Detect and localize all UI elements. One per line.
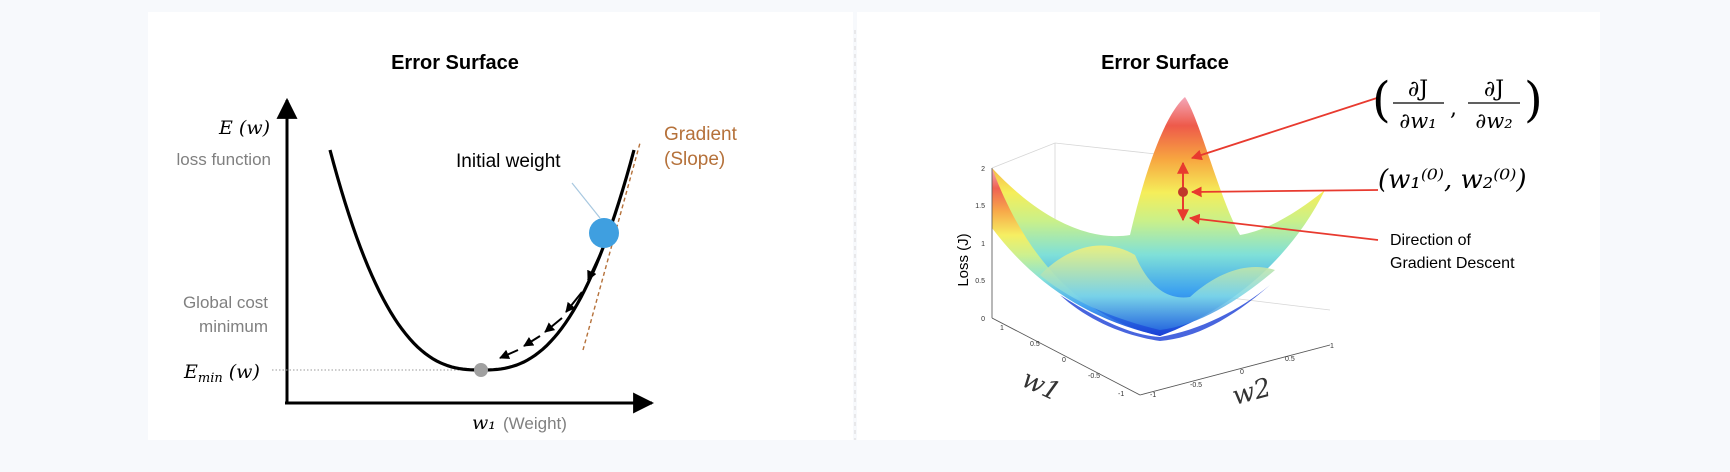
z-tick: 0 bbox=[981, 316, 985, 323]
w2-tick: -0.5 bbox=[1190, 382, 1202, 389]
w1-tick: 1 bbox=[1000, 325, 1004, 332]
gradient-markers bbox=[1177, 161, 1189, 222]
x-axis-label: w₁ (Weight) bbox=[472, 412, 567, 434]
y-axis-sublabel: loss function bbox=[177, 150, 272, 169]
w1-tick: 0 bbox=[1062, 357, 1066, 364]
direction-pointer-arrow bbox=[1188, 213, 1379, 241]
w1-axis: 1 0.5 0 -0.5 -1 bbox=[991, 317, 1141, 398]
z-tick: 1.5 bbox=[975, 203, 985, 210]
global-min-label-line2: minimum bbox=[199, 317, 268, 336]
initial-point-dot bbox=[1178, 187, 1188, 197]
z-tick: 2 bbox=[981, 166, 985, 173]
z-tick: 0.5 bbox=[975, 278, 985, 285]
z-axis-label: Loss (J) bbox=[955, 233, 972, 286]
global-min-label-line1: Global cost bbox=[183, 293, 268, 312]
init-point-pointer-arrow bbox=[1190, 186, 1379, 198]
svg-text:∂w₁: ∂w₁ bbox=[1399, 109, 1436, 133]
svg-text:∂w₂: ∂w₂ bbox=[1475, 109, 1512, 133]
y-axis-label: E (w) bbox=[218, 117, 270, 139]
w2-tick: 0 bbox=[1240, 369, 1244, 376]
gradient-label-line2: (Slope) bbox=[664, 149, 725, 170]
initial-weight-label: Initial weight bbox=[456, 151, 561, 172]
global-minimum-point bbox=[474, 363, 488, 377]
svg-text:w₁: w₁ bbox=[472, 412, 496, 434]
svg-text:,: , bbox=[1450, 96, 1457, 121]
z-axis: 0 0.5 1 1.5 2 bbox=[975, 166, 993, 323]
svg-text:(Weight): (Weight) bbox=[503, 414, 567, 433]
direction-label-line1: Direction of bbox=[1390, 232, 1471, 249]
initial-point-label: (w₁⁽⁰⁾, w₂⁽⁰⁾) bbox=[1378, 165, 1527, 195]
svg-text:∂J: ∂J bbox=[1484, 77, 1504, 102]
w1-tick: -0.5 bbox=[1088, 373, 1100, 380]
w2-tick: -1 bbox=[1150, 392, 1156, 399]
svg-text:Emin (w): Emin (w) bbox=[183, 361, 260, 386]
loss-surface bbox=[992, 97, 1325, 341]
partial-derivative-vector: ( ∂J ∂w₁ , ∂J ∂w₂ ) bbox=[1372, 72, 1543, 133]
svg-text:∂J: ∂J bbox=[1408, 77, 1428, 102]
w1-tick: -1 bbox=[1118, 391, 1124, 398]
gradient-tangent-line bbox=[582, 142, 641, 351]
w2-axis: -1 -0.5 0 0.5 1 bbox=[1139, 343, 1334, 399]
w1-tick: 0.5 bbox=[1030, 341, 1040, 348]
partial-pointer-arrow bbox=[1190, 96, 1381, 161]
w2-tick: 1 bbox=[1330, 343, 1334, 350]
w2-tick: 0.5 bbox=[1285, 356, 1295, 363]
e-min-label: Emin (w) bbox=[183, 361, 260, 386]
gradient-label-line1: Gradient bbox=[664, 124, 738, 145]
svg-text:): ) bbox=[1524, 72, 1543, 128]
descent-arrows bbox=[499, 249, 603, 359]
left-title: Error Surface bbox=[391, 52, 519, 74]
z-tick: 1 bbox=[981, 241, 985, 248]
svg-text:(: ( bbox=[1372, 72, 1391, 128]
initial-weight-pointer bbox=[571, 182, 601, 219]
direction-label-line2: Gradient Descent bbox=[1390, 255, 1515, 272]
initial-weight-ball bbox=[589, 218, 619, 248]
right-title: Error Surface bbox=[1101, 52, 1229, 74]
